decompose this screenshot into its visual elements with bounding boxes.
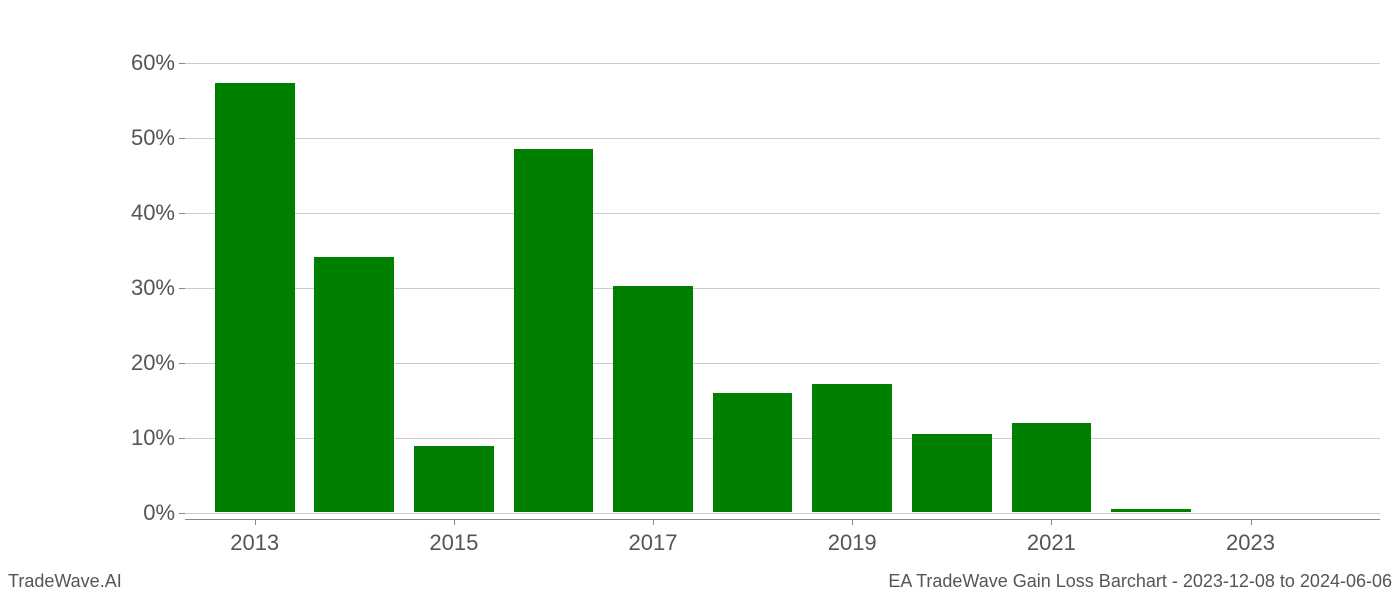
y-axis-label: 50%	[115, 125, 175, 151]
plot-area	[185, 40, 1380, 520]
y-tick-mark	[179, 138, 185, 139]
y-tick-mark	[179, 63, 185, 64]
gridline	[185, 63, 1380, 64]
y-axis-label: 30%	[115, 275, 175, 301]
bar	[812, 384, 892, 512]
y-axis-label: 40%	[115, 200, 175, 226]
bar	[215, 83, 295, 512]
y-axis-label: 10%	[115, 425, 175, 451]
x-axis-label: 2021	[1027, 530, 1076, 556]
x-axis-label: 2017	[629, 530, 678, 556]
x-axis-label: 2019	[828, 530, 877, 556]
x-tick-mark	[454, 519, 455, 525]
x-tick-mark	[255, 519, 256, 525]
bar	[414, 446, 494, 512]
chart-container: 0%10%20%30%40%50%60%20132015201720192021…	[110, 40, 1380, 540]
bar	[514, 149, 594, 512]
footer-caption: EA TradeWave Gain Loss Barchart - 2023-1…	[888, 571, 1392, 592]
y-tick-mark	[179, 513, 185, 514]
bar	[314, 257, 394, 512]
x-axis-label: 2013	[230, 530, 279, 556]
x-tick-mark	[653, 519, 654, 525]
footer-brand: TradeWave.AI	[8, 571, 122, 592]
bar	[912, 434, 992, 512]
y-tick-mark	[179, 213, 185, 214]
x-tick-mark	[852, 519, 853, 525]
bar	[1012, 423, 1092, 512]
gridline	[185, 213, 1380, 214]
gridline	[185, 138, 1380, 139]
bar	[1111, 509, 1191, 512]
y-axis-label: 0%	[115, 500, 175, 526]
y-tick-mark	[179, 288, 185, 289]
x-tick-mark	[1251, 519, 1252, 525]
y-axis-label: 20%	[115, 350, 175, 376]
gridline	[185, 513, 1380, 514]
x-axis-label: 2015	[429, 530, 478, 556]
y-tick-mark	[179, 438, 185, 439]
bar	[713, 393, 793, 512]
bar	[613, 286, 693, 512]
x-tick-mark	[1051, 519, 1052, 525]
x-axis-label: 2023	[1226, 530, 1275, 556]
y-tick-mark	[179, 363, 185, 364]
y-axis-label: 60%	[115, 50, 175, 76]
